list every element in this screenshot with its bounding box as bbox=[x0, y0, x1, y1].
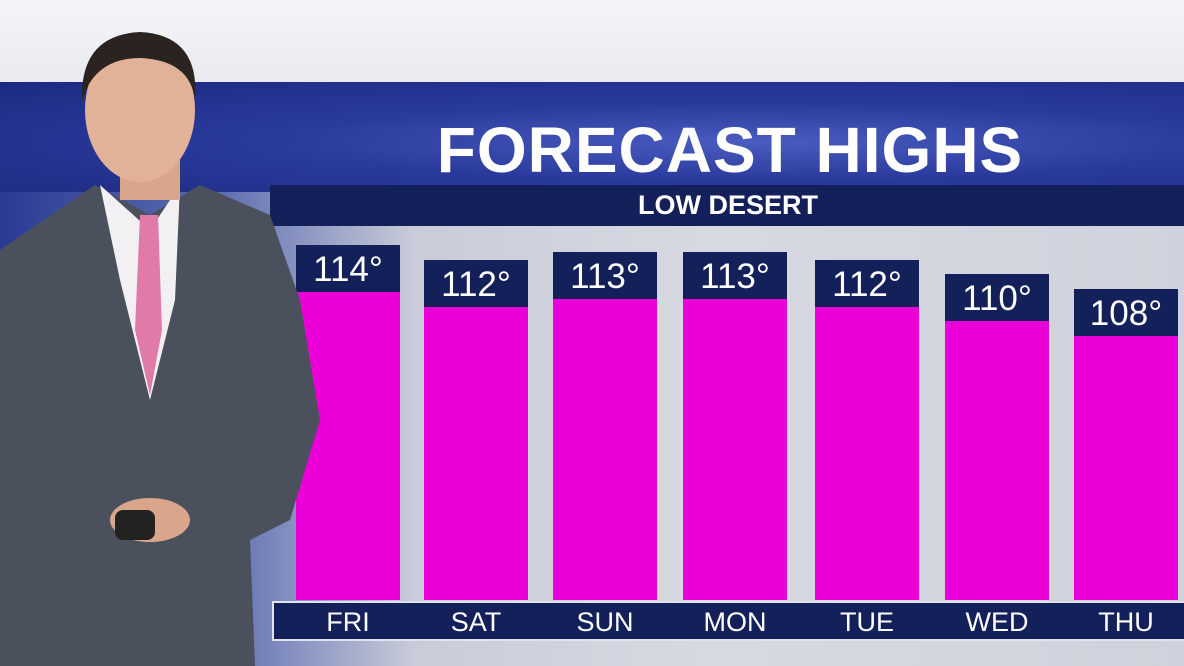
value-label: 114° bbox=[296, 245, 400, 292]
value-label: 113° bbox=[553, 252, 657, 300]
top-background bbox=[0, 0, 1184, 82]
value-label: 112° bbox=[424, 259, 528, 307]
day-axis-bar bbox=[272, 601, 1184, 641]
bar-thu bbox=[1074, 335, 1178, 600]
presenter-figure bbox=[0, 32, 320, 666]
day-label: SAT bbox=[450, 607, 502, 637]
bar-wed bbox=[945, 321, 1049, 600]
bar-mon bbox=[683, 299, 787, 600]
value-label: 112° bbox=[815, 259, 919, 307]
title-band bbox=[0, 82, 1184, 192]
chart-subtitle-bar: LOW DESERT bbox=[270, 185, 1184, 226]
value-label: 110° bbox=[945, 274, 1049, 322]
day-label: FRI bbox=[326, 607, 370, 637]
value-label: 108° bbox=[1074, 288, 1178, 336]
day-label: THU bbox=[1098, 607, 1154, 637]
day-label: WED bbox=[965, 607, 1029, 637]
bar-fri bbox=[296, 292, 400, 600]
day-label: SUN bbox=[576, 607, 634, 637]
chart-title: FORECAST HIGHS bbox=[436, 114, 1024, 186]
chart-subtitle: LOW DESERT bbox=[638, 190, 818, 220]
bar-sat bbox=[424, 306, 528, 600]
bar-tue bbox=[815, 306, 919, 600]
day-label: MON bbox=[703, 607, 767, 637]
bar-sun bbox=[553, 299, 657, 600]
value-label: 113° bbox=[683, 252, 787, 300]
day-label: TUE bbox=[840, 607, 894, 637]
